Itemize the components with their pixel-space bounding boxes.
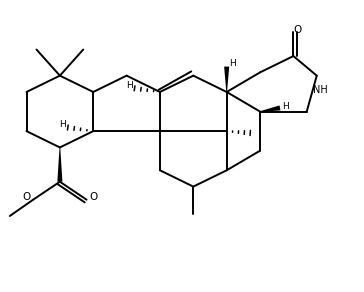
Text: O: O <box>89 192 97 202</box>
Text: H: H <box>282 102 289 111</box>
Text: H: H <box>229 59 236 68</box>
Text: O: O <box>23 192 31 202</box>
Polygon shape <box>58 147 62 182</box>
Text: NH: NH <box>313 85 328 95</box>
Text: O: O <box>293 25 301 35</box>
Text: H: H <box>126 81 132 90</box>
Text: H: H <box>59 120 66 129</box>
Polygon shape <box>260 105 280 112</box>
Polygon shape <box>224 67 229 92</box>
